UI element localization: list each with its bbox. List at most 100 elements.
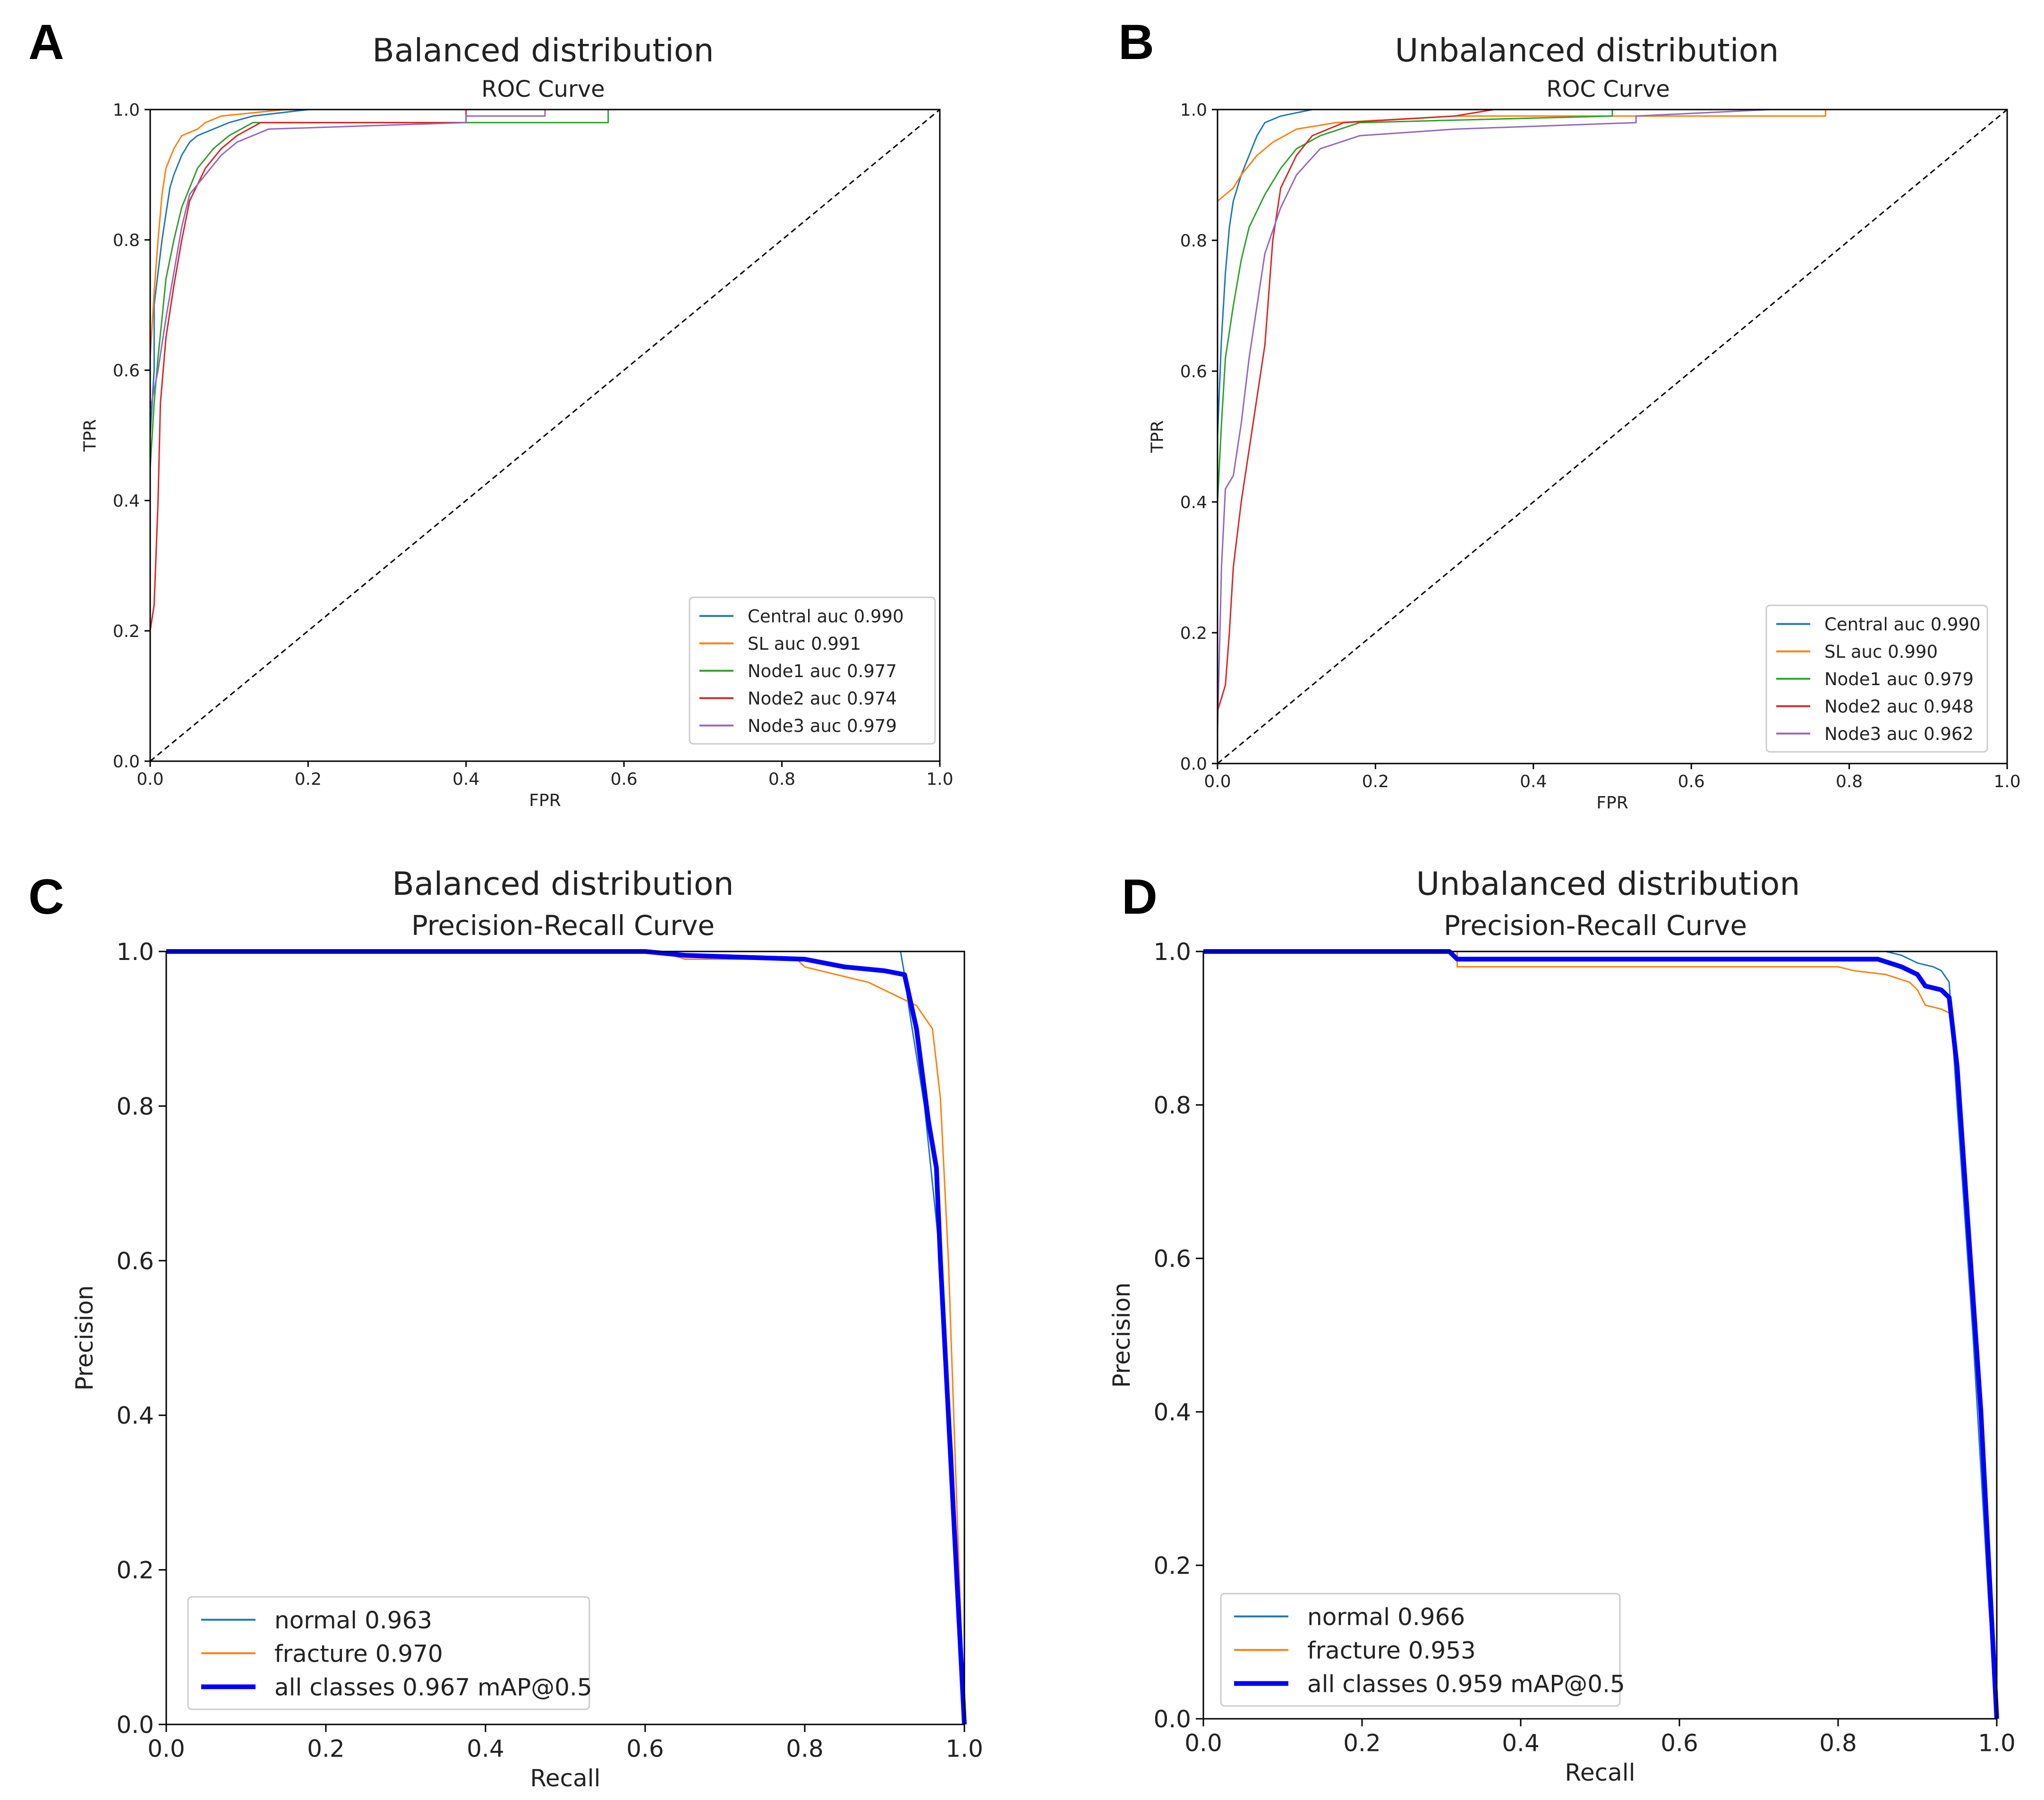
chart-a-legend-label-3: Node2 auc 0.974 [748,688,897,709]
chart-c-xtick-label: 0.0 [147,1735,185,1763]
chart-d-xtick-label: 0.6 [1661,1730,1698,1757]
chart-c-ytick-label: 0.0 [116,1711,154,1739]
chart-d-ytick-label: 0.0 [1153,1706,1191,1733]
panel-a-title: Balanced distribution [372,32,714,69]
panel-d-subtitle: Precision-Recall Curve [1444,909,1747,942]
chart-c-xtick-label: 0.8 [786,1735,824,1763]
chart-d-ytick-label: 0.8 [1153,1092,1191,1119]
chart-d-series-2 [1203,949,1999,1719]
chart-d-xtick-label: 0.2 [1343,1730,1381,1757]
chart-a-xtick-label: 0.4 [452,770,479,789]
chart-d-ytick-label: 0.6 [1153,1245,1191,1273]
chart-a-ytick-label: 0.0 [113,752,140,772]
chart-c-legend-label-2: all classes 0.967 mAP@0.5 [274,1673,592,1701]
chart-a-series-3 [149,109,940,761]
panel-b: B Unbalanced distribution ROC Curve 0.0 0… [1118,15,2021,813]
chart-d-legend-label-2: all classes 0.959 mAP@0.5 [1307,1670,1625,1698]
chart-b-xtick-label: 0.8 [1836,772,1863,791]
chart-b-ytick-label: 0.4 [1180,493,1207,512]
chart-c-xtick-label: 1.0 [945,1735,983,1763]
chart-a-xtick-label: 0.2 [295,770,322,789]
chart-b-series-3 [1217,109,2007,764]
chart-b-series-4 [1217,109,2007,764]
chart-a-ylabel: TPR [80,419,100,452]
chart-b-series-2 [1217,109,2007,764]
chart-a: 0.0 0.2 0.4 0.6 0.8 1.0 0.0 0.2 0.4 0.6 0.8 1.0 FPR T… [80,101,953,810]
chart-d-legend: normal 0.966 fracture 0.953 all classes 0.… [1220,1593,1625,1707]
chart-a-series-0 [149,109,940,761]
chart-b-ytick-label: 0.0 [1180,755,1207,774]
chart-a-ytick-label: 1.0 [113,101,140,120]
chart-b-axes-frame [1217,109,2008,764]
chart-b-ytick-label: 0.6 [1180,362,1207,382]
chart-b-legend: Central auc 0.990 SL auc 0.990 Node1 auc 0… [1765,604,1988,753]
chart-c-ytick-label: 0.8 [116,1093,154,1120]
chart-c: 0.0 0.2 0.4 0.6 0.8 1.0 0.0 0.2 0.4 0.6 0.8 1.0 Reca… [71,938,983,1792]
chart-b-xtick-label: 0.0 [1204,772,1231,791]
chart-d-xtick-label: 0.4 [1502,1730,1540,1757]
chart-c-legend-label-0: normal 0.963 [274,1606,432,1634]
panel-c: C Balanced distribution Precision-Recall… [28,866,983,1792]
chart-d-xtick-label: 0.8 [1819,1730,1857,1757]
chart-b: 0.0 0.2 0.4 0.6 0.8 1.0 0.0 0.2 0.4 0.6 0.8 1.0 FPR T… [1148,101,2020,813]
chart-d-ytick-label: 1.0 [1153,938,1191,966]
chart-b-xtick-label: 1.0 [1993,772,2020,791]
chart-b-ytick-label: 0.8 [1180,231,1207,251]
chart-b-xlabel: FPR [1596,793,1628,813]
panel-b-title: Unbalanced distribution [1395,32,1779,69]
chart-d-xlabel: Recall [1565,1759,1635,1786]
chart-c-xtick-label: 0.4 [467,1735,504,1763]
chart-b-legend-label-0: Central auc 0.990 [1824,614,1981,635]
chart-a-ytick-label: 0.2 [113,622,140,641]
chart-a-legend-label-4: Node3 auc 0.979 [748,716,897,736]
chart-d-xtick-label: 0.0 [1184,1730,1222,1757]
chart-a-series-2 [149,109,940,761]
panel-a: A Balanced distribution ROC Curve 0.0 0.2… [28,15,954,810]
chart-d-ytick-label: 0.2 [1153,1552,1191,1579]
chart-b-ytick-label: 1.0 [1180,101,1207,120]
panel-c-subtitle: Precision-Recall Curve [411,909,715,942]
chart-d-legend-label-1: fracture 0.953 [1307,1637,1476,1664]
chart-d-axes-frame [1202,951,1998,1720]
chart-d-series-0 [1203,951,1998,1719]
chart-a-series-1 [149,109,940,761]
chart-a-xtick-label: 1.0 [926,770,953,789]
chart-b-diagonal-line [1217,109,2008,764]
chart-a-axes-frame [149,109,941,762]
chart-a-ytick-label: 0.6 [113,361,140,381]
chart-b-xtick-label: 0.6 [1678,772,1705,791]
panel-d-title: Unbalanced distribution [1416,866,1800,903]
chart-d-ylabel: Precision [1108,1282,1135,1388]
panel-c-letter: C [28,869,64,925]
chart-c-axes-frame [165,951,965,1725]
panel-d-letter: D [1122,869,1158,925]
chart-a-xtick-label: 0.6 [611,770,638,789]
chart-b-legend-label-1: SL auc 0.990 [1824,642,1938,662]
chart-d-legend-box [1220,1593,1621,1707]
panel-a-letter: A [28,15,64,70]
chart-b-legend-box [1765,604,1988,753]
chart-d-ytick-label: 0.4 [1153,1399,1191,1426]
chart-a-xtick-label: 0.0 [136,770,163,789]
chart-c-legend: normal 0.963 fracture 0.970 all classes 0.… [187,1596,592,1710]
chart-a-ytick-label: 0.8 [113,231,140,250]
chart-b-legend-label-4: Node3 auc 0.962 [1824,724,1974,744]
chart-c-legend-label-1: fracture 0.970 [274,1640,443,1667]
chart-a-series-4 [149,109,940,761]
chart-c-xtick-label: 0.6 [626,1735,664,1763]
chart-b-ytick-label: 0.2 [1180,624,1207,643]
chart-d: 0.0 0.2 0.4 0.6 0.8 1.0 0.0 0.2 0.4 0.6 0.8 1.0 Reca… [1108,938,2016,1786]
chart-a-legend-label-0: Central auc 0.990 [748,606,904,627]
chart-d-xtick-label: 1.0 [1978,1730,2016,1757]
chart-b-ylabel: TPR [1148,420,1167,453]
chart-c-ytick-label: 1.0 [116,938,154,966]
chart-c-legend-box [187,1596,590,1710]
chart-b-xtick-label: 0.4 [1520,772,1547,791]
chart-a-diagonal-line [150,109,940,762]
chart-c-ytick-label: 0.6 [116,1248,154,1275]
chart-a-legend-box [689,596,936,745]
panel-a-subtitle: ROC Curve [481,76,605,102]
chart-b-series-1 [1217,109,2007,764]
